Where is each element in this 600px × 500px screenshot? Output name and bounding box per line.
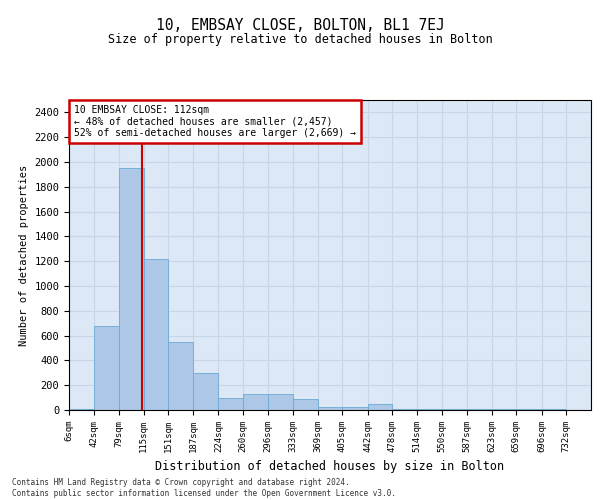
Bar [94, 326, 119, 410]
Text: 10, EMBSAY CLOSE, BOLTON, BL1 7EJ: 10, EMBSAY CLOSE, BOLTON, BL1 7EJ [155, 18, 445, 32]
Y-axis label: Number of detached properties: Number of detached properties [19, 164, 29, 346]
Bar [343, 407, 368, 410]
Text: 10 EMBSAY CLOSE: 112sqm
← 48% of detached houses are smaller (2,457)
52% of semi: 10 EMBSAY CLOSE: 112sqm ← 48% of detache… [74, 104, 356, 138]
Bar [368, 404, 392, 410]
Bar [293, 399, 317, 410]
Bar [193, 373, 218, 410]
Bar [268, 394, 293, 410]
Bar [218, 398, 243, 410]
Bar [143, 258, 169, 410]
Text: Contains HM Land Registry data © Crown copyright and database right 2024.
Contai: Contains HM Land Registry data © Crown c… [12, 478, 396, 498]
Bar [119, 168, 143, 410]
Text: Size of property relative to detached houses in Bolton: Size of property relative to detached ho… [107, 32, 493, 46]
X-axis label: Distribution of detached houses by size in Bolton: Distribution of detached houses by size … [155, 460, 505, 473]
Bar [243, 394, 268, 410]
Bar [169, 342, 193, 410]
Bar [317, 407, 343, 410]
